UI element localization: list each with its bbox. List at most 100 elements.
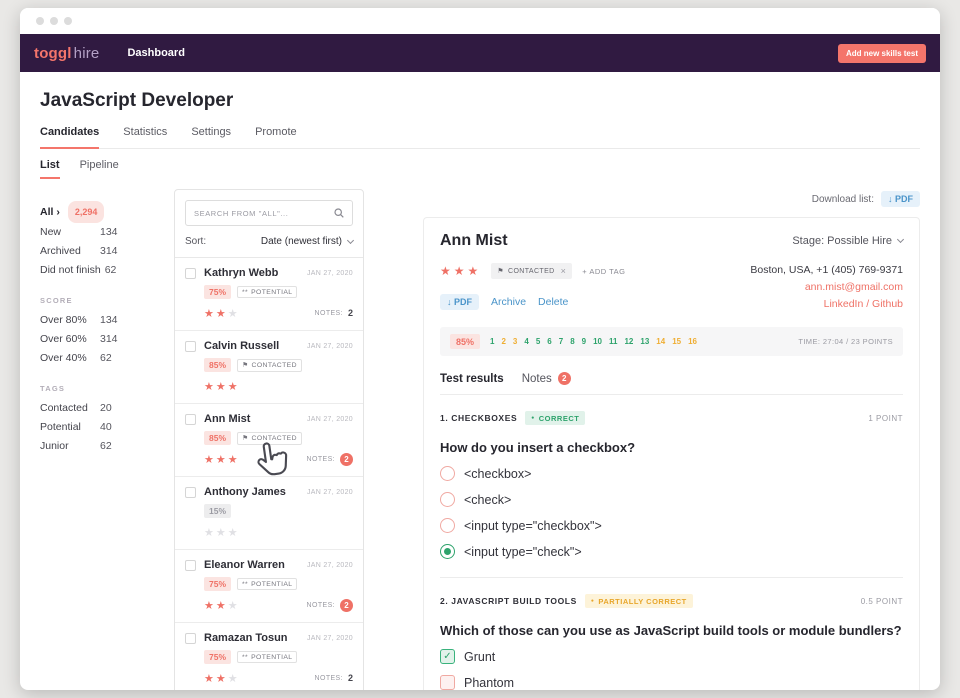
detail-meta: ★ ★ ★ ⚑ CONTACTED × + ADD TAG ↓ PD xyxy=(440,262,903,313)
score-badge: 85% xyxy=(204,358,232,372)
question-number-6[interactable]: 6 xyxy=(547,337,552,346)
notes-indicator[interactable]: NOTES: 2 xyxy=(307,598,353,612)
question-number-5[interactable]: 5 xyxy=(535,337,541,346)
candidate-checkbox[interactable] xyxy=(185,632,196,644)
notes-indicator[interactable]: NOTES: 2 xyxy=(307,452,353,466)
filter-count: 314 xyxy=(100,245,118,257)
sidebar-item-over-40[interactable]: Over 40% 62 xyxy=(40,349,166,368)
notes-indicator[interactable]: NOTES: 2 xyxy=(314,673,353,683)
detail-tabs: Test results Notes 2 xyxy=(440,372,903,395)
tab-candidates[interactable]: Candidates xyxy=(40,126,100,149)
delete-button[interactable]: Delete xyxy=(538,296,569,308)
notes-indicator[interactable]: NOTES: 2 xyxy=(314,308,353,318)
pdf-button[interactable]: ↓ PDF xyxy=(440,294,480,310)
window-control-close[interactable] xyxy=(36,17,44,25)
question-number-11[interactable]: 11 xyxy=(609,337,618,346)
app-logo[interactable]: toggl hire xyxy=(34,44,100,62)
star-icon: ★ xyxy=(227,527,238,539)
sidebar-item-contacted[interactable]: Contacted 20 xyxy=(40,399,166,418)
checkbox-icon xyxy=(440,675,455,690)
answer-option[interactable]: Phantom xyxy=(440,675,903,690)
star-icon: ★ xyxy=(227,308,238,320)
search-input[interactable] xyxy=(194,208,328,218)
sidebar-item-new[interactable]: New 134 xyxy=(40,223,166,242)
star-icon: ★ xyxy=(204,454,214,466)
tab-settings[interactable]: Settings xyxy=(191,126,232,138)
window-control-maximize[interactable] xyxy=(64,17,72,25)
tab-test-results[interactable]: Test results xyxy=(440,372,504,385)
rating-stars[interactable]: ★ ★ ★ xyxy=(204,669,240,687)
contact-info: Boston, USA, +1 (405) 769-9371 xyxy=(750,264,903,276)
rating-stars[interactable]: ★ ★ ★ xyxy=(204,523,240,541)
detail-meta-left: ★ ★ ★ ⚑ CONTACTED × + ADD TAG ↓ PD xyxy=(440,262,750,313)
rating-stars[interactable]: ★ ★ ★ xyxy=(204,450,240,468)
add-skills-test-button[interactable]: Add new skills test xyxy=(837,43,926,63)
window-control-minimize[interactable] xyxy=(50,17,58,25)
rating-stars[interactable]: ★ ★ ★ xyxy=(204,377,240,395)
score-badge: 85% xyxy=(204,431,232,445)
sidebar-item-over-60[interactable]: Over 60% 314 xyxy=(40,330,166,349)
subtab-pipeline[interactable]: Pipeline xyxy=(79,159,119,171)
question-number-14[interactable]: 14 xyxy=(656,337,666,346)
filter-label: Over 40% xyxy=(40,352,87,364)
question-number-16[interactable]: 16 xyxy=(688,337,697,346)
remove-tag-icon[interactable]: × xyxy=(560,266,567,276)
candidate-checkbox[interactable] xyxy=(185,413,196,425)
social-links[interactable]: LinkedIn / Github xyxy=(823,298,903,310)
candidate-row-eleanor-warren[interactable]: Eleanor Warren JAN 27, 2020 75% ** POTENTIAL… xyxy=(175,549,363,622)
candidate-checkbox[interactable] xyxy=(185,267,196,279)
candidate-row-anthony-james[interactable]: Anthony James JAN 27, 2020 15% ★ ★ ★ xyxy=(175,476,363,549)
sort-label: Sort: xyxy=(185,236,207,247)
question-number-4[interactable]: 4 xyxy=(524,337,529,346)
sidebar-item-junior[interactable]: Junior 62 xyxy=(40,437,166,456)
question-number-13[interactable]: 13 xyxy=(640,337,650,346)
candidate-row-kathryn-webb[interactable]: Kathryn Webb JAN 27, 2020 75% ** POTENTIAL ★ ★… xyxy=(175,258,363,330)
stage-dropdown[interactable]: Stage: Possible Hire xyxy=(792,235,905,247)
question-number-12[interactable]: 12 xyxy=(624,337,634,346)
tab-notes[interactable]: Notes 2 xyxy=(522,372,571,394)
add-tag-button[interactable]: + ADD TAG xyxy=(582,266,626,276)
answer-option[interactable]: <check> xyxy=(440,492,903,507)
question-block-1: 1. CHECKBOXES ● CORRECT 1 POINT How do you i… xyxy=(440,395,903,577)
candidate-row-ann-mist[interactable]: Ann Mist JAN 27, 2020 85% ⚑ CONTACTED ★ ★ ★ NOTE… xyxy=(175,403,363,476)
star-icon: ★ xyxy=(204,308,214,320)
answer-option[interactable]: <checkbox> xyxy=(440,466,903,481)
rating-stars[interactable]: ★ ★ ★ xyxy=(204,304,240,322)
question-number-7[interactable]: 7 xyxy=(558,337,564,346)
nav-dashboard[interactable]: Dashboard xyxy=(127,47,185,59)
archive-button[interactable]: Archive xyxy=(491,296,527,308)
subtab-list[interactable]: List xyxy=(40,159,60,179)
sidebar-item-all[interactable]: All › 2,294 xyxy=(40,201,166,223)
question-number-10[interactable]: 10 xyxy=(593,337,602,346)
rating-stars[interactable]: ★ ★ ★ xyxy=(204,596,240,614)
answer-option[interactable]: <input type="check"> xyxy=(440,544,903,559)
question-number-15[interactable]: 15 xyxy=(672,337,682,346)
answer-option[interactable]: ✓ Grunt xyxy=(440,649,903,664)
candidate-checkbox[interactable] xyxy=(185,486,196,498)
sidebar-item-did-not-finish[interactable]: Did not finish 62 xyxy=(40,261,166,280)
download-pdf-button[interactable]: ↓ PDF xyxy=(880,191,920,207)
question-number-3[interactable]: 3 xyxy=(512,337,518,346)
candidate-items: Kathryn Webb JAN 27, 2020 75% ** POTENTIAL ★ ★… xyxy=(175,258,363,690)
notes-count-badge: 2 xyxy=(557,372,571,385)
question-number-1[interactable]: 1 xyxy=(490,337,495,346)
sidebar-item-potential[interactable]: Potential 40 xyxy=(40,418,166,437)
sidebar-item-over-80[interactable]: Over 80% 134 xyxy=(40,311,166,330)
star-icon: ★ xyxy=(204,381,214,393)
question-number-2[interactable]: 2 xyxy=(501,337,506,346)
search-box[interactable] xyxy=(185,200,353,226)
question-number-9[interactable]: 9 xyxy=(581,337,587,346)
tab-statistics[interactable]: Statistics xyxy=(123,126,168,138)
answer-option[interactable]: <input type="checkbox"> xyxy=(440,518,903,533)
question-number-8[interactable]: 8 xyxy=(570,337,575,346)
candidate-row-ramazan-tosun[interactable]: Ramazan Tosun JAN 27, 2020 75% ** POTENTIAL ★… xyxy=(175,622,363,690)
email-link[interactable]: ann.mist@gmail.com xyxy=(804,281,903,293)
candidate-checkbox[interactable] xyxy=(185,559,196,571)
rating-stars[interactable]: ★ ★ ★ xyxy=(440,262,481,280)
candidate-checkbox[interactable] xyxy=(185,340,196,352)
sort-dropdown[interactable]: Date (newest first) xyxy=(261,236,355,247)
candidate-row-calvin-russell[interactable]: Calvin Russell JAN 27, 2020 85% ⚑ CONTACTED ★… xyxy=(175,330,363,403)
tab-promote[interactable]: Promote xyxy=(255,126,297,138)
sidebar-item-archived[interactable]: Archived 314 xyxy=(40,242,166,261)
flag-icon: ⚑ xyxy=(242,362,249,369)
